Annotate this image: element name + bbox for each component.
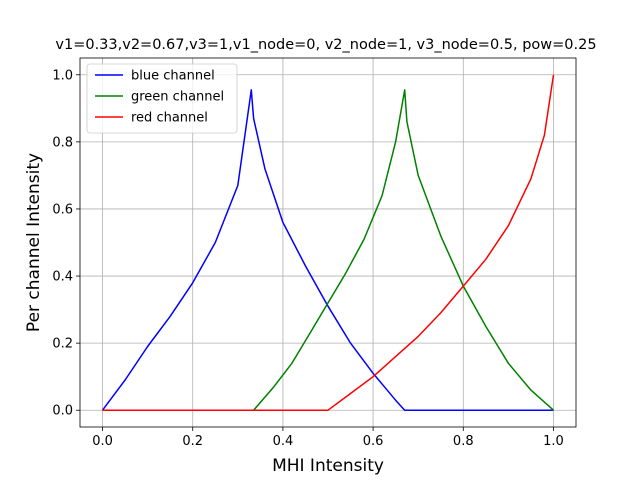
y-axis-label: Per channel Intensity [24,153,44,332]
chart-title: v1=0.33,v2=0.67,v3=1,v1_node=0, v2_node=… [55,37,596,53]
x-tick-label: 0.4 [273,434,294,449]
y-tick-label: 0.6 [52,202,73,217]
axis-ticks: 0.0 0.2 0.4 0.6 0.8 1.0 0.0 0.2 0.4 0.6 0.8 1.0 [52,68,563,449]
x-tick-label: 0.2 [182,434,203,449]
x-tick-label: 0.6 [363,434,384,449]
y-tick-label: 1.0 [52,68,73,83]
x-tick-label: 1.0 [543,434,564,449]
x-axis-label: MHI Intensity [272,456,384,476]
legend: blue channel green channel red channel [86,63,238,134]
plot-area [101,74,555,411]
x-tick-label: 0.0 [92,434,113,449]
legend-box [86,63,238,134]
axes-frame [79,57,577,428]
legend-entry-red-channel: red channel [131,111,208,126]
green-channel-line [102,89,554,411]
legend-entry-green-channel: green channel [131,90,224,105]
blue-channel-line [101,89,554,411]
y-tick-label: 0.8 [52,135,73,150]
y-tick-label: 0.0 [52,404,73,419]
x-tick-label: 0.8 [453,434,474,449]
legend-entry-blue-channel: blue channel [131,69,215,84]
red-channel-line [102,74,555,411]
y-tick-label: 0.2 [52,337,73,352]
y-tick-label: 0.4 [52,270,73,285]
